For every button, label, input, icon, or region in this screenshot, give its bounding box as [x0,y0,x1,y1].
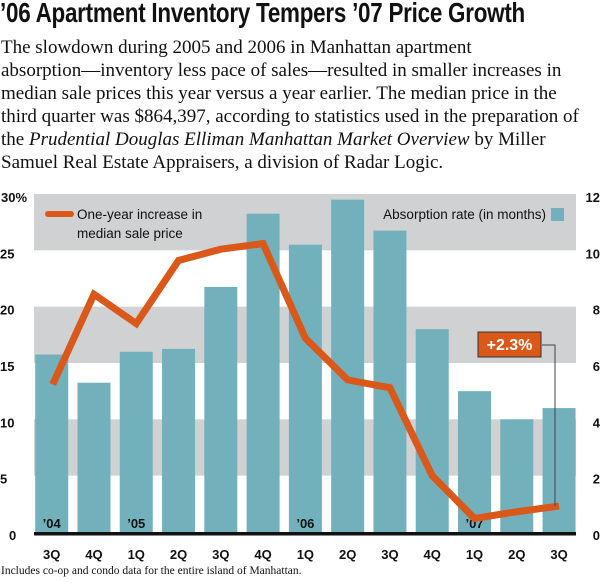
chart-title: ’06 Apartment Inventory Tempers ’07 Pric… [0,0,525,28]
annotation-box [477,331,542,358]
right-tick-label: 2 [593,472,600,487]
x-tick-label: 3Q [550,547,567,562]
legend-bar-label: Absorption rate (in months) [383,207,546,222]
bar-absorption-6 [288,244,322,532]
x-tick-label: 4Q [424,547,441,562]
body-line: median sale prices this year versus a ye… [1,83,557,104]
grid-band [34,194,576,251]
x-tick-label: 1Q [128,547,145,562]
footnote: Includes co-op and condo data for the en… [1,565,302,577]
left-tick-label: 5 [0,472,7,487]
year-label: ’06 [296,516,314,531]
left-tick-label: 15 [0,359,14,374]
right-tick-label: 6 [593,359,600,374]
year-label: ’04 [43,516,62,531]
legend-line-label: median sale price [77,226,183,241]
body-text: by Miller [469,129,546,150]
x-tick-label: 4Q [254,547,271,562]
x-tick-label: 3Q [43,547,60,562]
x-tick-label: 2Q [170,547,187,562]
x-tick-label: 4Q [85,547,102,562]
right-tick-label: 8 [593,303,600,318]
bar-absorption-0 [35,354,69,532]
body-line: the Prudential Douglas Elliman Manhattan… [1,128,600,151]
body-text: the [1,129,29,150]
x-tick-label: 3Q [381,547,398,562]
left-tick-label: 25 [0,246,14,261]
body-line: The slowdown during 2005 and 2006 in Man… [1,37,472,58]
right-tick-label: 4 [593,415,600,430]
x-tick-label: 1Q [297,547,314,562]
year-label: ’05 [127,516,145,531]
left-tick-label: 30% [1,190,27,205]
annotation-label: +2.3% [487,337,533,354]
bar-absorption-8 [373,230,407,532]
x-tick-label: 3Q [212,547,229,562]
right-tick-label: 12 [586,190,600,205]
legend-line-label: One-year increase in [77,207,202,222]
x-axis-baseline [34,532,576,536]
annotation-leader [542,344,556,507]
x-tick-label: 2Q [339,547,356,562]
body-line: absorption—inventory less pace of sales—… [1,60,562,81]
left-tick-label: 0 [9,528,16,543]
left-tick-label: 10 [0,415,14,430]
x-tick-label: 1Q [466,547,483,562]
right-tick-label: 10 [586,246,600,261]
bar-absorption-12 [542,408,576,532]
legend-bar-swatch [551,208,564,221]
body-line: Samuel Real Estate Appraisers, a divisio… [1,152,444,173]
left-tick-label: 20 [0,303,14,318]
right-tick-label: 0 [593,528,600,543]
x-tick-label: 2Q [508,547,525,562]
bar-absorption-4 [204,286,238,532]
intro-paragraph: The slowdown during 2005 and 2006 in Man… [1,36,600,174]
bar-absorption-3 [162,348,196,532]
bar-absorption-2 [119,351,153,532]
bar-absorption-9 [415,329,449,532]
publication-title: Prudential Douglas Elliman Manhattan Mar… [28,129,470,150]
bar-absorption-1 [77,382,111,532]
body-line: third quarter was $864,397, according to… [1,106,579,127]
